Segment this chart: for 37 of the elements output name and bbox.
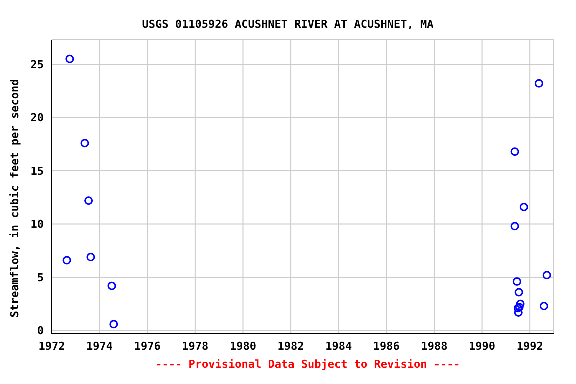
- x-tick-label: 1986: [373, 340, 400, 353]
- x-tick-label: 1990: [469, 340, 496, 353]
- point: [534, 79, 544, 88]
- point: [62, 256, 72, 265]
- point: [66, 54, 74, 64]
- y-tick-label: 25: [30, 58, 44, 72]
- x-tick-label: 1976: [134, 340, 162, 353]
- point: [512, 278, 522, 286]
- x-tick-label: 1974: [86, 340, 114, 353]
- y-tick-label: 0: [37, 324, 44, 338]
- x-tick-label: 1982: [278, 340, 304, 353]
- text: ---- Provisional Data Subject to Revision ----: [154, 358, 462, 371]
- point: [516, 300, 525, 308]
- x-tick-label: 1992: [516, 340, 544, 353]
- y-tick-label: 15: [30, 164, 44, 178]
- point: [514, 288, 524, 297]
- chart-title: USGS 01105926 ACUSHNET RIVER AT ACUSHNET, MA: [141, 18, 435, 31]
- point: [520, 202, 528, 212]
- point: [510, 222, 520, 231]
- y-tick-label: 20: [30, 112, 44, 125]
- point: [80, 139, 90, 148]
- y-axis-title: Streamflow, in cubic feet per second: [8, 78, 22, 318]
- x-tick-label: 1984: [326, 340, 352, 353]
- point: [84, 196, 94, 206]
- x-tick-label: 1980: [230, 340, 256, 353]
- x-tick-label: 1972: [38, 340, 66, 353]
- point: [86, 253, 96, 262]
- y-tick-label: 10: [30, 218, 44, 232]
- point: [110, 320, 118, 329]
- point: [542, 271, 552, 280]
- point: [514, 308, 523, 317]
- point: [510, 148, 520, 156]
- point: [108, 282, 116, 290]
- x-tick-label: 1978: [182, 340, 209, 353]
- x-tick-label: 1988: [421, 340, 448, 353]
- point: [540, 302, 548, 311]
- y-tick-label: 5: [37, 271, 44, 284]
